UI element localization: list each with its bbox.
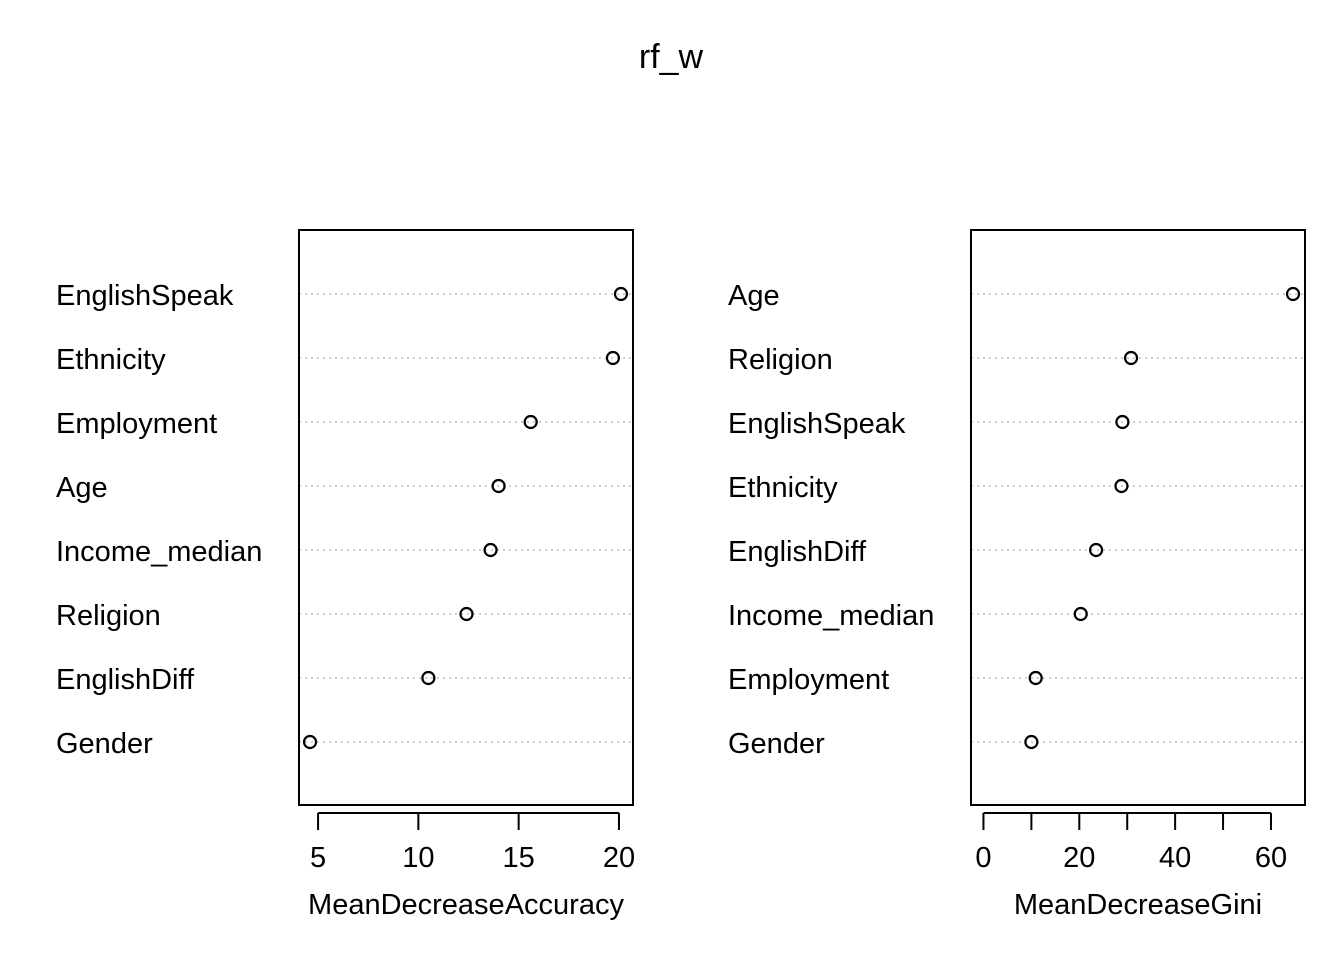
gini-row-label: Religion — [728, 344, 833, 376]
accuracy-x-axis-label: MeanDecreaseAccuracy — [308, 889, 624, 921]
gini-row-label: Income_median — [728, 600, 934, 632]
accuracy-row-label: Religion — [56, 600, 161, 632]
gini-data-point — [1088, 542, 1104, 558]
accuracy-data-point — [459, 606, 474, 622]
accuracy-row-label: Ethnicity — [56, 344, 166, 376]
gini-data-point — [1024, 734, 1039, 750]
gini-x-tick-label: 60 — [1255, 842, 1287, 874]
accuracy-x-tick-label: 15 — [503, 842, 535, 874]
chart-title: rf_w — [639, 38, 704, 76]
gini-data-point — [1114, 478, 1129, 494]
accuracy-row-label: EnglishSpeak — [56, 280, 234, 312]
accuracy-data-point — [523, 414, 538, 430]
accuracy-row-label: Gender — [56, 728, 153, 760]
accuracy-row-label: Employment — [56, 408, 217, 440]
gini-data-point — [1115, 414, 1130, 430]
gini-row-label: Gender — [728, 728, 825, 760]
gini-x-tick-label: 0 — [975, 842, 991, 874]
gini-row-label: EnglishSpeak — [728, 408, 906, 440]
accuracy-data-point — [491, 478, 506, 494]
accuracy-data-point — [613, 286, 629, 302]
accuracy-data-point — [605, 350, 621, 366]
gini-x-tick-label: 40 — [1159, 842, 1191, 874]
gini-x-tick-label: 20 — [1063, 842, 1095, 874]
gini-plot-frame — [970, 229, 1306, 806]
accuracy-data-point — [483, 542, 498, 558]
accuracy-x-tick-label: 20 — [603, 842, 635, 874]
accuracy-row-label: Age — [56, 472, 108, 504]
gini-row-label: EnglishDiff — [728, 536, 867, 568]
gini-x-axis-label: MeanDecreaseGini — [1014, 889, 1262, 921]
gini-data-point — [1285, 286, 1301, 302]
gini-row-label: Ethnicity — [728, 472, 838, 504]
accuracy-data-point — [302, 734, 318, 750]
accuracy-row-label: EnglishDiff — [56, 664, 195, 696]
accuracy-data-point — [421, 670, 436, 686]
gini-row-label: Employment — [728, 664, 889, 696]
gini-data-point — [1123, 350, 1139, 366]
accuracy-plot-frame — [298, 229, 634, 806]
accuracy-x-tick-label: 5 — [310, 842, 326, 874]
gini-panel: Age Religion EnglishSpeak Ethnicity EnglishD… — [728, 229, 1306, 921]
gini-row-label: Age — [728, 280, 780, 312]
accuracy-x-tick-label: 10 — [402, 842, 434, 874]
accuracy-panel: EnglishSpeak Ethnicity Employment Age Income… — [56, 229, 635, 921]
gini-data-point — [1073, 606, 1088, 622]
accuracy-row-label: Income_median — [56, 536, 262, 568]
gini-data-point — [1028, 670, 1043, 686]
